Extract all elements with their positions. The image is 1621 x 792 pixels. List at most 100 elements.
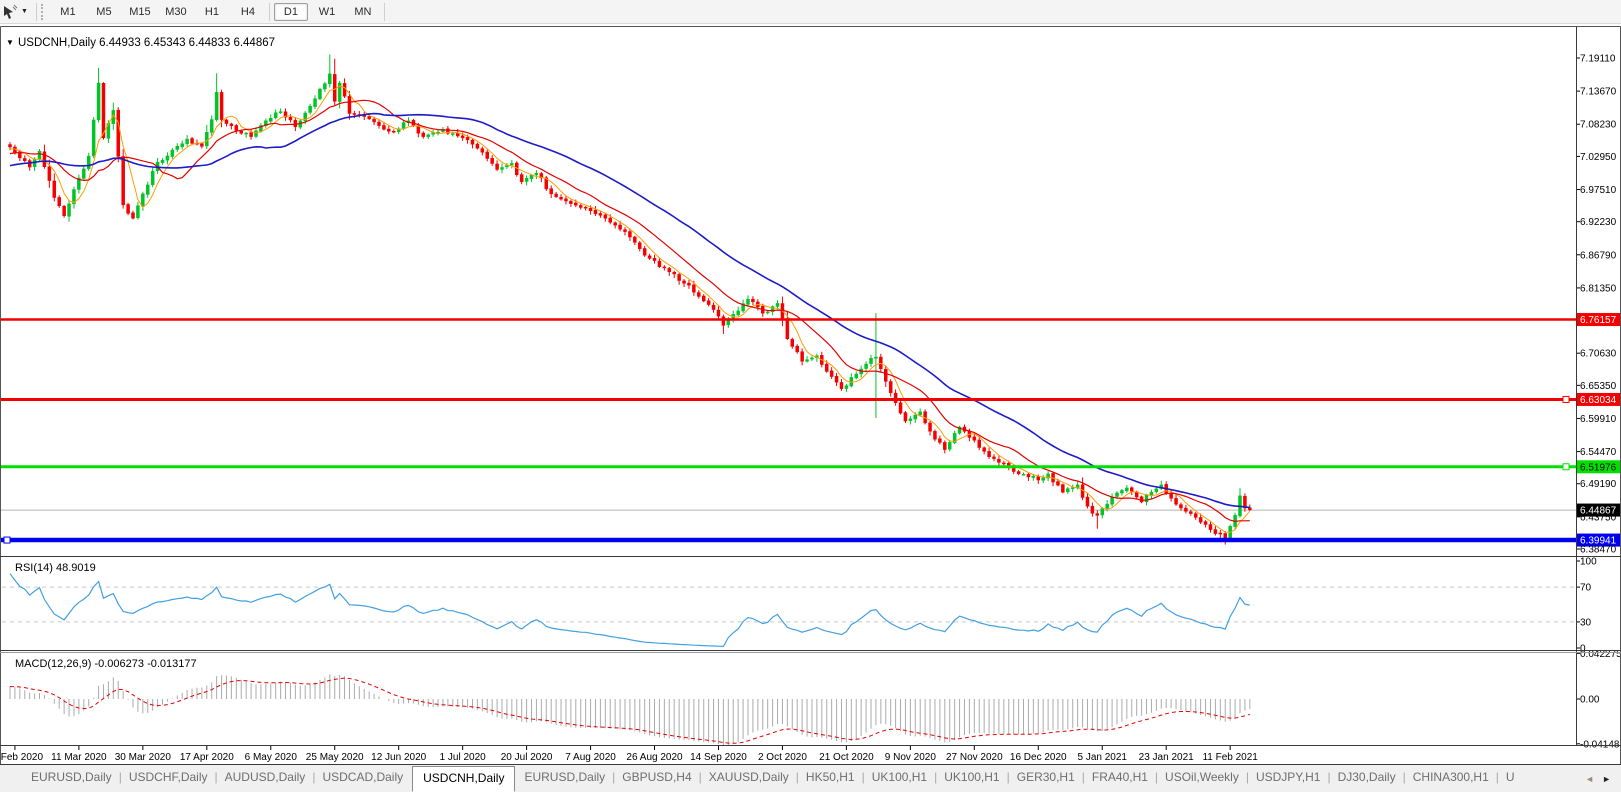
chart-tab-dj30-daily[interactable]: DJ30,Daily — [1337, 770, 1396, 784]
candle-body — [1085, 496, 1090, 507]
chart-tab-usdjpy-h1[interactable]: USDJPY,H1 — [1255, 770, 1321, 784]
toolbar-separator — [35, 2, 37, 21]
candle-body — [352, 113, 357, 115]
support-line-2-handle[interactable] — [3, 536, 11, 544]
timeframe-button-m5[interactable]: M5 — [96, 5, 112, 18]
candle-body — [903, 412, 908, 422]
candle-body — [77, 177, 81, 190]
candle-body — [692, 284, 696, 293]
candle-body — [844, 385, 849, 389]
candle-body — [839, 382, 844, 389]
chart-tab-audusd-daily[interactable]: AUDUSD,Daily — [224, 770, 306, 784]
candle-body — [1139, 496, 1144, 503]
candle-body — [1193, 513, 1198, 518]
candle-body — [810, 357, 814, 360]
candle-body — [992, 456, 996, 459]
candle-body — [1070, 487, 1075, 489]
candle-body — [150, 170, 155, 185]
toolbar-grip-handle[interactable] — [40, 3, 46, 20]
candle-body — [982, 447, 986, 452]
chart-tab-uk100-h1[interactable]: UK100,H1 — [944, 770, 1000, 784]
candle-body — [460, 135, 465, 139]
candle-body — [952, 433, 957, 443]
chart-tab-eurusd-daily[interactable]: EURUSD,Daily — [524, 770, 606, 784]
chart-tab-usoil-weekly[interactable]: USOil,Weekly — [1165, 770, 1239, 784]
candle-body — [1100, 508, 1104, 516]
timeframe-button-w1[interactable]: W1 — [318, 5, 336, 18]
candle-body — [387, 128, 391, 132]
candle-body — [628, 231, 632, 238]
date-axis-label: 30 Mar 2020 — [115, 752, 172, 763]
cursor-tool-dropdown-caret-icon[interactable]: ▼ — [21, 8, 28, 15]
tab-scroll-left-icon[interactable]: ◄ — [1585, 773, 1595, 784]
chart-title-caret-icon[interactable]: ▼ — [6, 38, 14, 47]
chart-tab-uk100-h1[interactable]: UK100,H1 — [871, 770, 928, 784]
candle-body — [451, 133, 455, 135]
chart-tab-fra40-h1[interactable]: FRA40,H1 — [1091, 770, 1148, 784]
candle-body — [549, 188, 553, 195]
candle-body — [583, 206, 588, 209]
resistance-line-2-handle[interactable] — [1562, 395, 1570, 403]
chart-tab-usdcad-daily[interactable]: USDCAD,Daily — [322, 770, 404, 784]
date-axis-label: 12 Jun 2020 — [371, 752, 426, 763]
chart-tab-eurusd-daily[interactable]: EURUSD,Daily — [31, 770, 112, 784]
candle-body — [544, 177, 549, 190]
candle-body — [574, 202, 578, 206]
candle-body — [392, 130, 396, 133]
candle-body — [1056, 481, 1060, 486]
candle-body — [987, 451, 991, 457]
candle-body — [101, 83, 106, 139]
tab-divider: | — [934, 770, 938, 784]
timeframe-button-m1[interactable]: M1 — [60, 5, 76, 18]
chart-tab-hk50-h1[interactable]: HK50,H1 — [805, 770, 855, 784]
timeframe-button-h4[interactable]: H4 — [240, 5, 255, 18]
price-axis-tick-label: 7.02950 — [1580, 152, 1617, 163]
candle-body — [697, 292, 701, 297]
chart-tab-xauusd-daily[interactable]: XAUUSD,Daily — [708, 770, 789, 784]
candle-body — [642, 248, 647, 256]
candle-body — [662, 266, 667, 269]
candle-body — [382, 125, 386, 130]
chart-tab-gbpusd-h4[interactable]: GBPUSD,H4 — [622, 770, 692, 784]
candle-body — [332, 74, 337, 102]
support-line-1-handle[interactable] — [1562, 463, 1570, 471]
candle-body — [829, 370, 834, 377]
candle-body — [18, 151, 22, 159]
candle-body — [677, 274, 681, 281]
macd-axis-label: 0.042275 — [1580, 649, 1621, 660]
candle-body — [1248, 507, 1252, 511]
chart-tab-usdchf-daily[interactable]: USDCHF,Daily — [128, 770, 208, 784]
tab-scroll-right-icon[interactable]: ► — [1602, 773, 1611, 784]
chart-tab-ger30-h1[interactable]: GER30,H1 — [1016, 770, 1075, 784]
resistance-line-1-price-flag — [1577, 313, 1621, 327]
candle-body — [1169, 493, 1173, 499]
candle-body — [278, 111, 283, 113]
candle-body — [1061, 484, 1065, 493]
chart-tab-usdcnh-daily[interactable]: USDCNH,Daily — [412, 766, 516, 792]
timeframe-button-m15[interactable]: M15 — [129, 5, 151, 18]
rsi-axis-label: 100 — [1580, 557, 1597, 568]
candle-body — [682, 280, 686, 284]
candle-body — [947, 442, 952, 450]
candle-body — [933, 431, 937, 440]
candle-body — [200, 143, 204, 147]
candle-body — [175, 145, 180, 150]
chart-tab-china300-h1[interactable]: CHINA300,H1 — [1412, 770, 1489, 784]
candle-body — [82, 168, 86, 179]
chart-tab-u[interactable]: U — [1505, 770, 1515, 784]
timeframe-button-h1[interactable]: H1 — [204, 5, 219, 18]
candle-body — [421, 132, 426, 137]
candle-body — [72, 189, 76, 205]
candle-body — [1066, 488, 1070, 493]
date-axis-label: 5 Jan 2021 — [1077, 752, 1127, 763]
candle-body — [510, 163, 514, 166]
timeframe-button-mn[interactable]: MN — [354, 5, 372, 18]
candle-body — [874, 356, 878, 359]
price-axis-tick-label: 7.13670 — [1580, 87, 1617, 98]
timeframe-button-d1[interactable]: D1 — [273, 2, 308, 21]
timeframe-button-m30[interactable]: M30 — [165, 5, 187, 18]
cursor-tool-icon[interactable] — [2, 4, 18, 20]
candle-body — [519, 174, 524, 182]
candle-body — [908, 418, 913, 421]
price-axis-tick-label: 6.38470 — [1580, 545, 1617, 556]
